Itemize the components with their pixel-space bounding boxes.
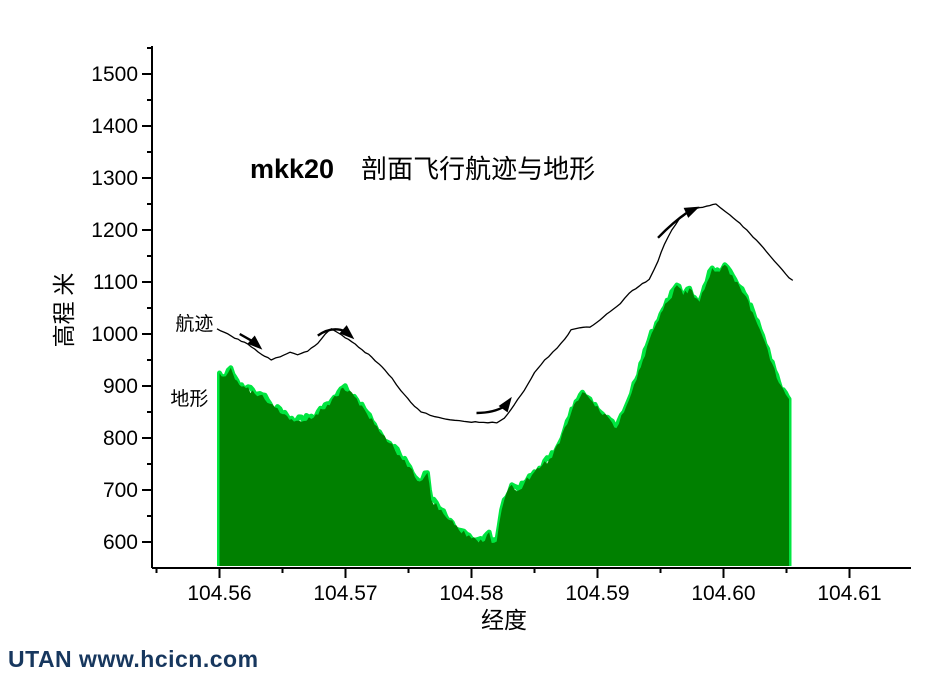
watermark-text: UTAN www.hcicn.com bbox=[8, 646, 259, 672]
x-tick-label: 104.60 bbox=[691, 582, 755, 605]
y-tick-label: 1300 bbox=[91, 167, 138, 190]
y-tick-label: 700 bbox=[103, 479, 138, 502]
y-tick-label: 1400 bbox=[91, 115, 138, 138]
y-tick-label: 800 bbox=[103, 427, 138, 450]
x-tick-label: 104.58 bbox=[439, 582, 503, 605]
x-tick-label: 104.57 bbox=[313, 582, 377, 605]
descent-arrow-2-head bbox=[339, 325, 355, 340]
climb-arrow-1-head bbox=[498, 396, 512, 413]
y-tick-label: 1100 bbox=[93, 271, 138, 294]
climb-arrow-2-head bbox=[683, 206, 700, 218]
y-tick-label: 1200 bbox=[91, 219, 138, 242]
chart-title: mkk20 剖面飞行航迹与地形 bbox=[250, 154, 595, 189]
x-tick-label: 104.61 bbox=[817, 582, 881, 605]
x-tick-label: 104.56 bbox=[187, 582, 251, 605]
chart-title-run-id: mkk20 bbox=[250, 154, 335, 184]
chart-render-layer: 600 700 800 900 1000 1100 1200 1300 1400 1500 104.… bbox=[91, 46, 911, 605]
y-tick-label: 1000 bbox=[91, 323, 138, 346]
chart-title-text: 剖面飞行航迹与地形 bbox=[361, 155, 596, 184]
y-tick-label: 900 bbox=[103, 375, 138, 398]
y-axis-title: 高程 米 bbox=[52, 273, 77, 348]
x-tick-label: 104.59 bbox=[565, 582, 629, 605]
descent-arrow-1-head bbox=[247, 335, 263, 350]
trajectory-label: 航迹 bbox=[175, 313, 213, 335]
y-tick-label: 600 bbox=[103, 531, 138, 554]
x-axis-title: 经度 bbox=[481, 608, 527, 633]
terrain-label: 地形 bbox=[170, 388, 208, 410]
terrain-area bbox=[219, 264, 789, 566]
y-tick-label: 1500 bbox=[91, 63, 138, 86]
climb-arrow-2-tail bbox=[657, 210, 689, 239]
